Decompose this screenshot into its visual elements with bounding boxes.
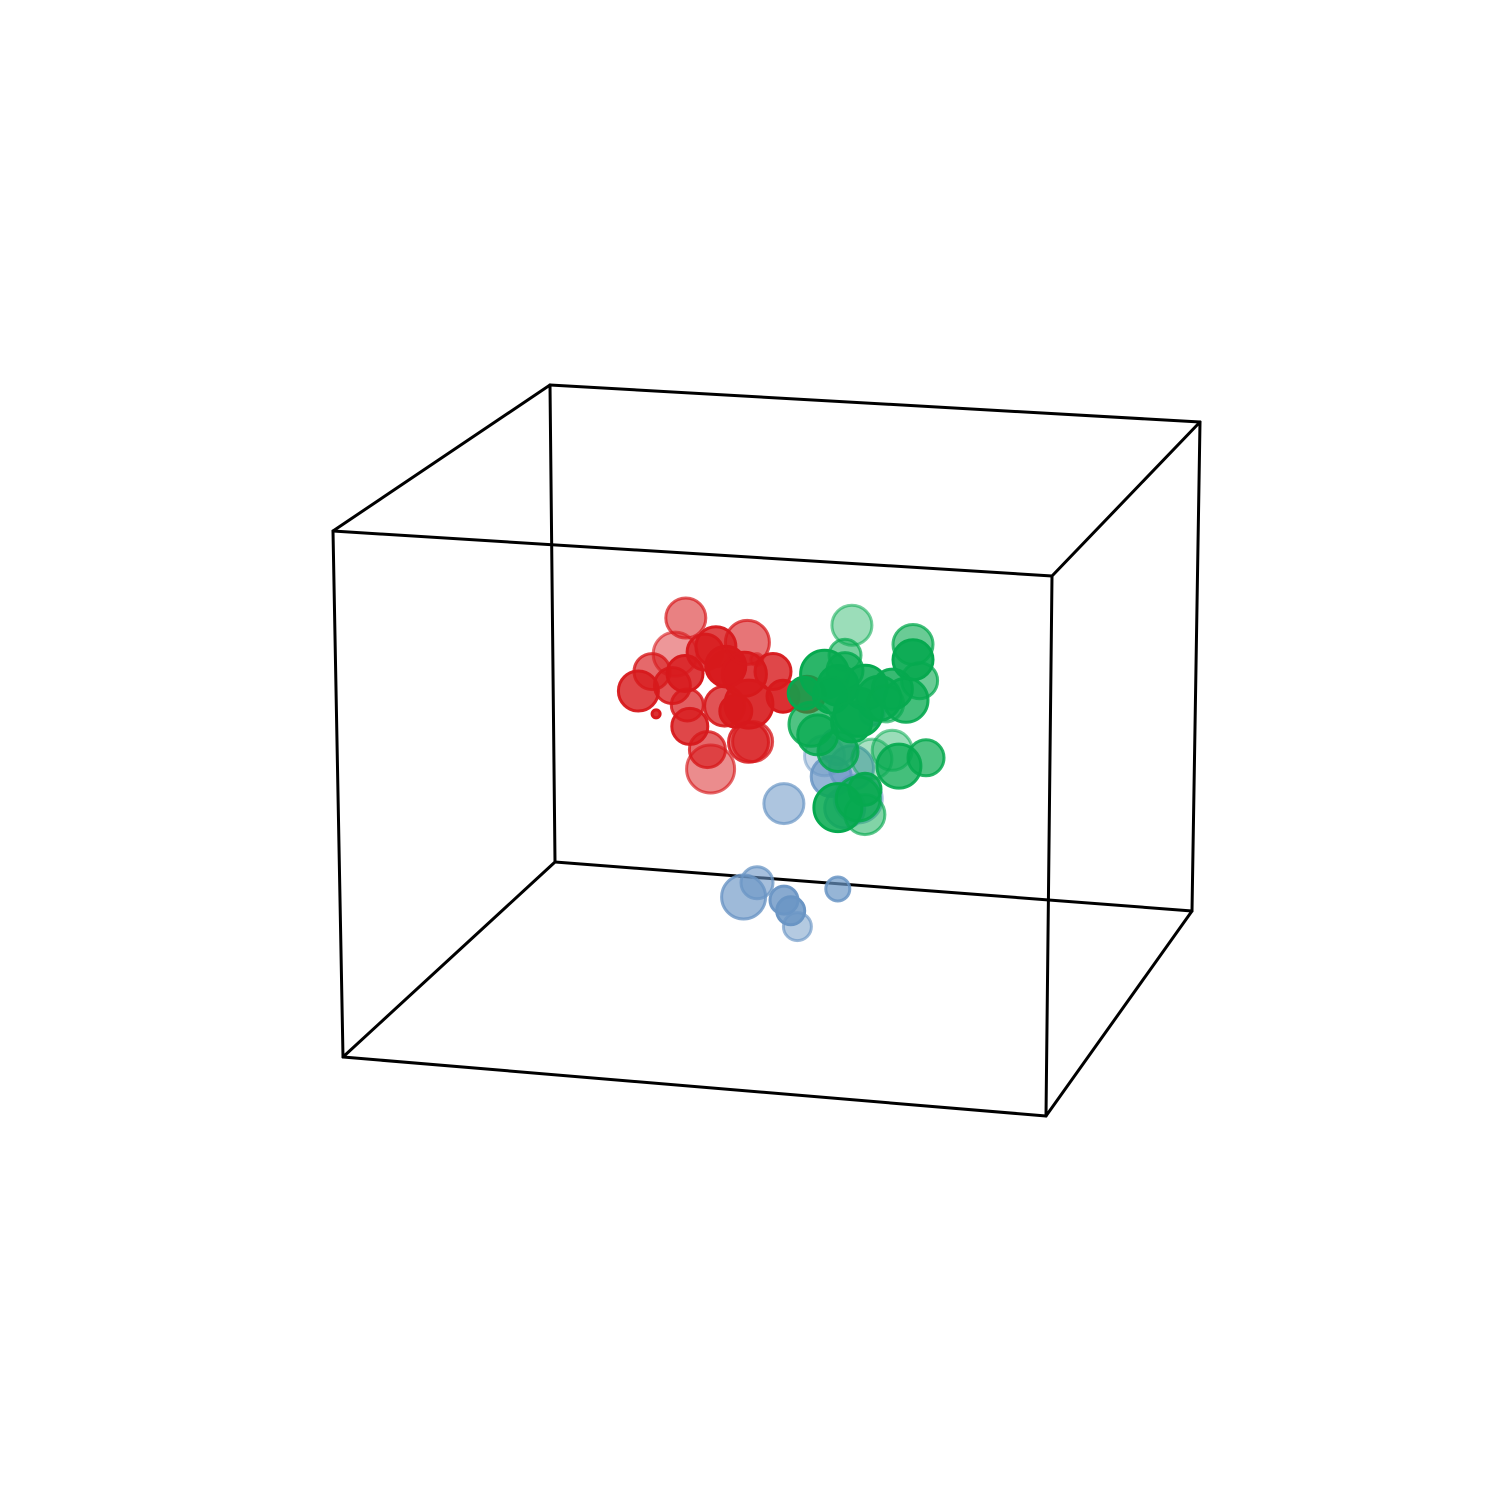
point-series-0-0 — [664, 596, 708, 640]
series-0 — [616, 596, 827, 795]
box-edge-010-011 — [548, 383, 557, 864]
point-series-2-18 — [906, 738, 946, 778]
box-edge-010-000 — [341, 860, 557, 1059]
point-series-0-18 — [616, 669, 660, 713]
point-series-2-19 — [850, 737, 894, 781]
box-edge-111-011 — [548, 383, 1202, 424]
point-series-0-15 — [727, 720, 770, 764]
point-series-1-5 — [781, 911, 813, 943]
point-series-2-26 — [830, 700, 874, 744]
point-series-2-27 — [786, 675, 822, 711]
point-series-1-2 — [720, 873, 768, 921]
box-edge-000-001 — [331, 529, 345, 1059]
point-series-0-11 — [670, 706, 710, 746]
point-series-0-3 — [723, 618, 771, 666]
point-series-2-23 — [847, 771, 883, 807]
points-layer — [616, 596, 946, 943]
point-series-2-0 — [830, 603, 874, 647]
box-edge-011-001 — [331, 383, 552, 533]
series-2 — [786, 603, 946, 837]
bounding-box — [331, 383, 1202, 1118]
point-series-1-0 — [762, 782, 806, 826]
point-series-0-8 — [703, 684, 747, 728]
box-edge-001-101 — [331, 529, 1054, 578]
point-series-0-17 — [685, 743, 737, 795]
point-series-1-6 — [824, 875, 852, 903]
point-series-0-7 — [665, 654, 705, 693]
box-edge-100-110 — [1044, 909, 1194, 1118]
box-edge-101-111 — [1050, 420, 1202, 578]
box-edge-110-111 — [1190, 420, 1202, 913]
box-edge-000-100 — [341, 1055, 1048, 1118]
box-edge-100-101 — [1044, 574, 1054, 1118]
point-series-2-24 — [866, 684, 906, 724]
point-series-0-22 — [650, 708, 662, 720]
box-edge-110-010 — [553, 860, 1194, 913]
